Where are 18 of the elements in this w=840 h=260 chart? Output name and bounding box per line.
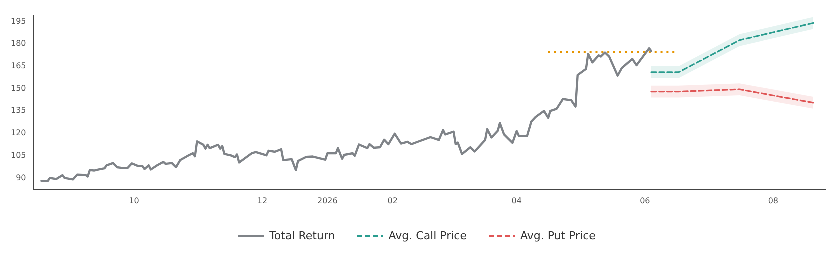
y-tick-label: 120: [10, 128, 26, 138]
x-tick-label: 2026: [317, 196, 338, 206]
legend-label: Total Return: [268, 229, 336, 242]
y-tick-label: 105: [10, 150, 26, 160]
x-tick-label: 08: [768, 196, 779, 206]
y-tick-label: 150: [10, 84, 26, 93]
y-tick-label: 90: [16, 173, 26, 182]
y-tick-label: 195: [10, 16, 26, 26]
x-tick-label: 06: [640, 196, 650, 206]
y-tick-label: 135: [10, 106, 26, 116]
legend-label: Avg. Call Price: [388, 229, 468, 242]
x-tick-label: 10: [129, 196, 140, 206]
x-tick-label: 12: [257, 196, 268, 206]
x-tick-label: 02: [388, 196, 398, 206]
x-tick-label: 04: [512, 196, 522, 206]
y-tick-label: 165: [10, 62, 26, 71]
legend-label: Avg. Put Price: [520, 229, 596, 242]
y-tick-label: 180: [10, 39, 26, 48]
